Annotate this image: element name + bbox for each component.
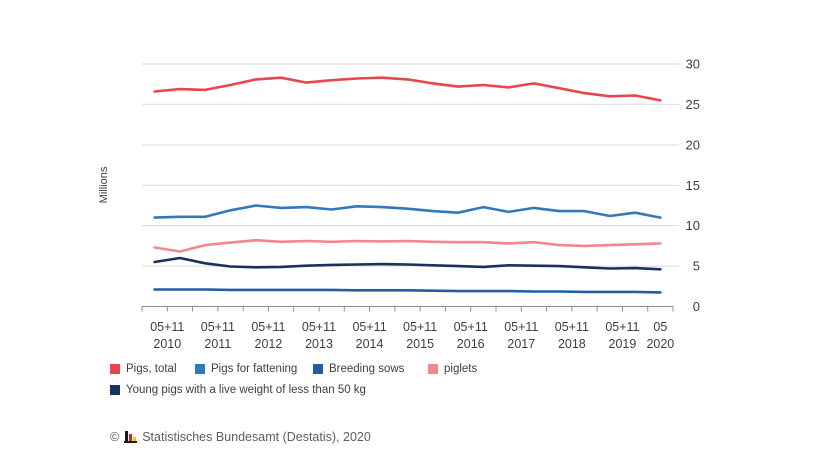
legend-label: Pigs for fattening: [211, 363, 298, 375]
series-line-2: [153, 288, 662, 294]
source-text: Statistisches Bundesamt (Destatis), 2020: [142, 430, 371, 444]
y-tick-label-30: 30: [686, 57, 700, 72]
legend-swatch-icon: [195, 364, 205, 374]
x-tick-year-2019: 2019: [609, 337, 637, 351]
copyright-symbol: ©: [110, 430, 120, 444]
x-tick-period-2020: 05: [653, 320, 667, 334]
x-tick-year-2014: 2014: [356, 337, 384, 351]
legend-label: piglets: [444, 363, 478, 375]
legend-item-0: Pigs, total: [110, 362, 177, 376]
x-tick-period-2016: 05+11: [454, 320, 488, 334]
x-tick-period-2012: 05+11: [251, 320, 285, 334]
legend-swatch-icon: [428, 364, 438, 374]
legend-swatch-icon: [110, 385, 120, 395]
x-tick-period-2014: 05+11: [352, 320, 386, 334]
legend-item-1: Pigs for fattening: [195, 362, 297, 376]
y-tick-label-20: 20: [686, 137, 700, 152]
y-tick-label-5: 5: [693, 259, 700, 274]
chart-legend-row-1: Pigs, total Pigs for fattening Breeding so…: [0, 362, 820, 378]
source-line: © Statistisches Bundesamt (Destatis), 20…: [110, 430, 371, 444]
series-line-3: [153, 238, 662, 253]
series-line-1: [153, 204, 662, 219]
series-line-0: [153, 76, 662, 102]
legend-item-4: Young pigs with a live weight of less th…: [110, 383, 366, 397]
x-tick-period-2013: 05+11: [302, 320, 336, 334]
x-tick-period-2019: 05+11: [605, 320, 639, 334]
x-tick-period-2017: 05+11: [504, 320, 538, 334]
x-tick-year-2015: 2015: [406, 337, 434, 351]
x-tick-year-2016: 2016: [457, 337, 485, 351]
y-tick-label-25: 25: [686, 97, 700, 112]
y-axis-title: Millions: [98, 166, 110, 203]
legend-label: Young pigs with a live weight of less th…: [126, 384, 366, 396]
x-tick-year-2020: 2020: [646, 337, 674, 351]
legend-item-2: Breeding sows: [313, 362, 404, 376]
legend-label: Breeding sows: [329, 363, 405, 375]
x-tick-year-2012: 2012: [255, 337, 283, 351]
x-tick-year-2018: 2018: [558, 337, 586, 351]
x-tick-year-2010: 2010: [153, 337, 181, 351]
x-tick-period-2011: 05+11: [201, 320, 235, 334]
legend-swatch-icon: [313, 364, 323, 374]
series-line-4: [153, 256, 662, 271]
x-tick-period-2018: 05+11: [555, 320, 589, 334]
y-tick-label-10: 10: [686, 218, 700, 233]
legend-swatch-icon: [110, 364, 120, 374]
x-tick-period-2010: 05+11: [150, 320, 184, 334]
y-tick-label-0: 0: [693, 299, 700, 314]
legend-label: Pigs, total: [126, 363, 177, 375]
destatis-logo-icon: [124, 430, 138, 443]
x-tick-year-2013: 2013: [305, 337, 333, 351]
legend-item-3: piglets: [428, 362, 477, 376]
y-tick-label-15: 15: [686, 178, 700, 193]
chart-legend-row-2: Young pigs with a live weight of less th…: [0, 383, 820, 399]
x-tick-year-2017: 2017: [507, 337, 535, 351]
x-tick-year-2011: 2011: [204, 337, 231, 351]
x-tick-period-2015: 05+11: [403, 320, 437, 334]
